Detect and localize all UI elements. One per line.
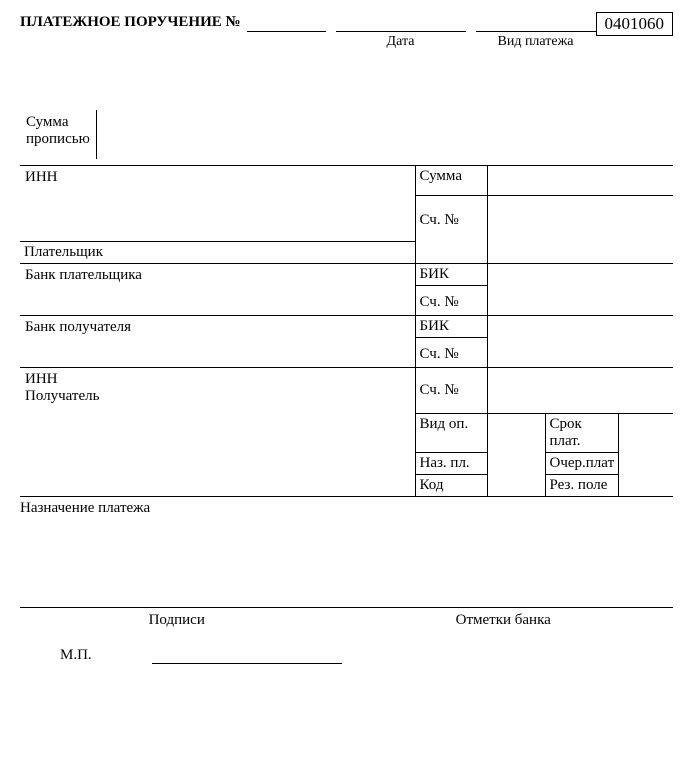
summa-label-cell: Сумма (415, 165, 487, 195)
code-label-cell: Код (415, 474, 487, 496)
payer-bank-value-cell[interactable] (487, 263, 673, 315)
payee-bank-label: Банк получателя (20, 316, 415, 339)
payee-account-value-cell[interactable] (487, 367, 673, 413)
date-label: Дата (387, 34, 415, 50)
form-code-box: 0401060 (596, 12, 674, 36)
stamp-label: М.П. (60, 647, 92, 664)
payee-label: Получатель (25, 388, 410, 405)
main-table: ИНН Сумма Сч. № Плательщик Банк плательщ… (20, 165, 673, 496)
payee-bank-account-label-cell: Сч. № (415, 337, 487, 367)
amount-words-label-line1: Сумма (26, 114, 68, 130)
naz-pl-value-cell[interactable] (487, 452, 545, 474)
amount-words-label: Сумма прописью (20, 110, 97, 159)
payer-bank-account-label-cell: Сч. № (415, 285, 487, 315)
payment-type-field[interactable] (476, 12, 596, 32)
amount-words-block: Сумма прописью (20, 110, 673, 159)
bank-marks-label: Отметки банка (333, 610, 673, 629)
naz-pl-label-cell: Наз. пл. (415, 452, 487, 474)
due-label-cell: Срок плат. (545, 413, 619, 452)
purpose-block[interactable]: Назначение платежа (20, 496, 673, 517)
payer-bank-cell[interactable]: Банк плательщика (20, 263, 415, 315)
purpose-label: Назначение платежа (20, 500, 150, 516)
queue-label-cell: Очер.плат (545, 452, 619, 474)
code-value-cell[interactable] (487, 474, 545, 496)
payee-cell[interactable]: ИНН Получатель (20, 367, 415, 496)
form-title: ПЛАТЕЖНОЕ ПОРУЧЕНИЕ № (20, 12, 241, 31)
op-type-label-cell: Вид оп. (415, 413, 487, 452)
payer-cell[interactable]: ИНН (20, 165, 415, 241)
payee-bank-bik-label-cell: БИК (415, 315, 487, 337)
date-field[interactable] (336, 12, 466, 32)
payer-label-cell: Плательщик (20, 241, 415, 263)
payee-inn-label: ИНН (25, 371, 410, 388)
signature-topline (20, 607, 673, 609)
op-type-value-cell[interactable] (487, 413, 545, 452)
payer-account-label-cell: Сч. № (415, 195, 487, 263)
header-row: ПЛАТЕЖНОЕ ПОРУЧЕНИЕ № Дата Вид платежа 0… (20, 12, 673, 50)
payee-bank-value-cell[interactable] (487, 315, 673, 367)
payer-bank-bik-label-cell: БИК (415, 263, 487, 285)
payment-type-label: Вид платежа (497, 34, 573, 50)
payment-type-column: Вид платежа (476, 12, 596, 50)
payer-bank-label: Банк плательщика (20, 264, 415, 287)
payee-bank-cell[interactable]: Банк получателя (20, 315, 415, 367)
reserve-value-cell[interactable] (619, 474, 673, 496)
summa-value-cell[interactable] (487, 165, 673, 195)
payee-account-label-cell: Сч. № (415, 367, 487, 413)
date-column: Дата (336, 12, 466, 50)
signature-line-1[interactable] (152, 648, 342, 664)
due-value-cell[interactable] (619, 413, 673, 452)
payer-inn-label: ИНН (20, 166, 415, 189)
number-field[interactable] (247, 12, 326, 32)
signatures-label: Подписи (20, 610, 333, 629)
reserve-label-cell: Рез. поле (545, 474, 619, 496)
amount-words-label-line2: прописью (26, 131, 90, 147)
signature-area: Подписи Отметки банка М.П. (20, 607, 673, 664)
amount-words-field[interactable] (97, 110, 673, 159)
queue-value-cell[interactable] (619, 452, 673, 474)
payer-account-value-cell[interactable] (487, 195, 673, 263)
